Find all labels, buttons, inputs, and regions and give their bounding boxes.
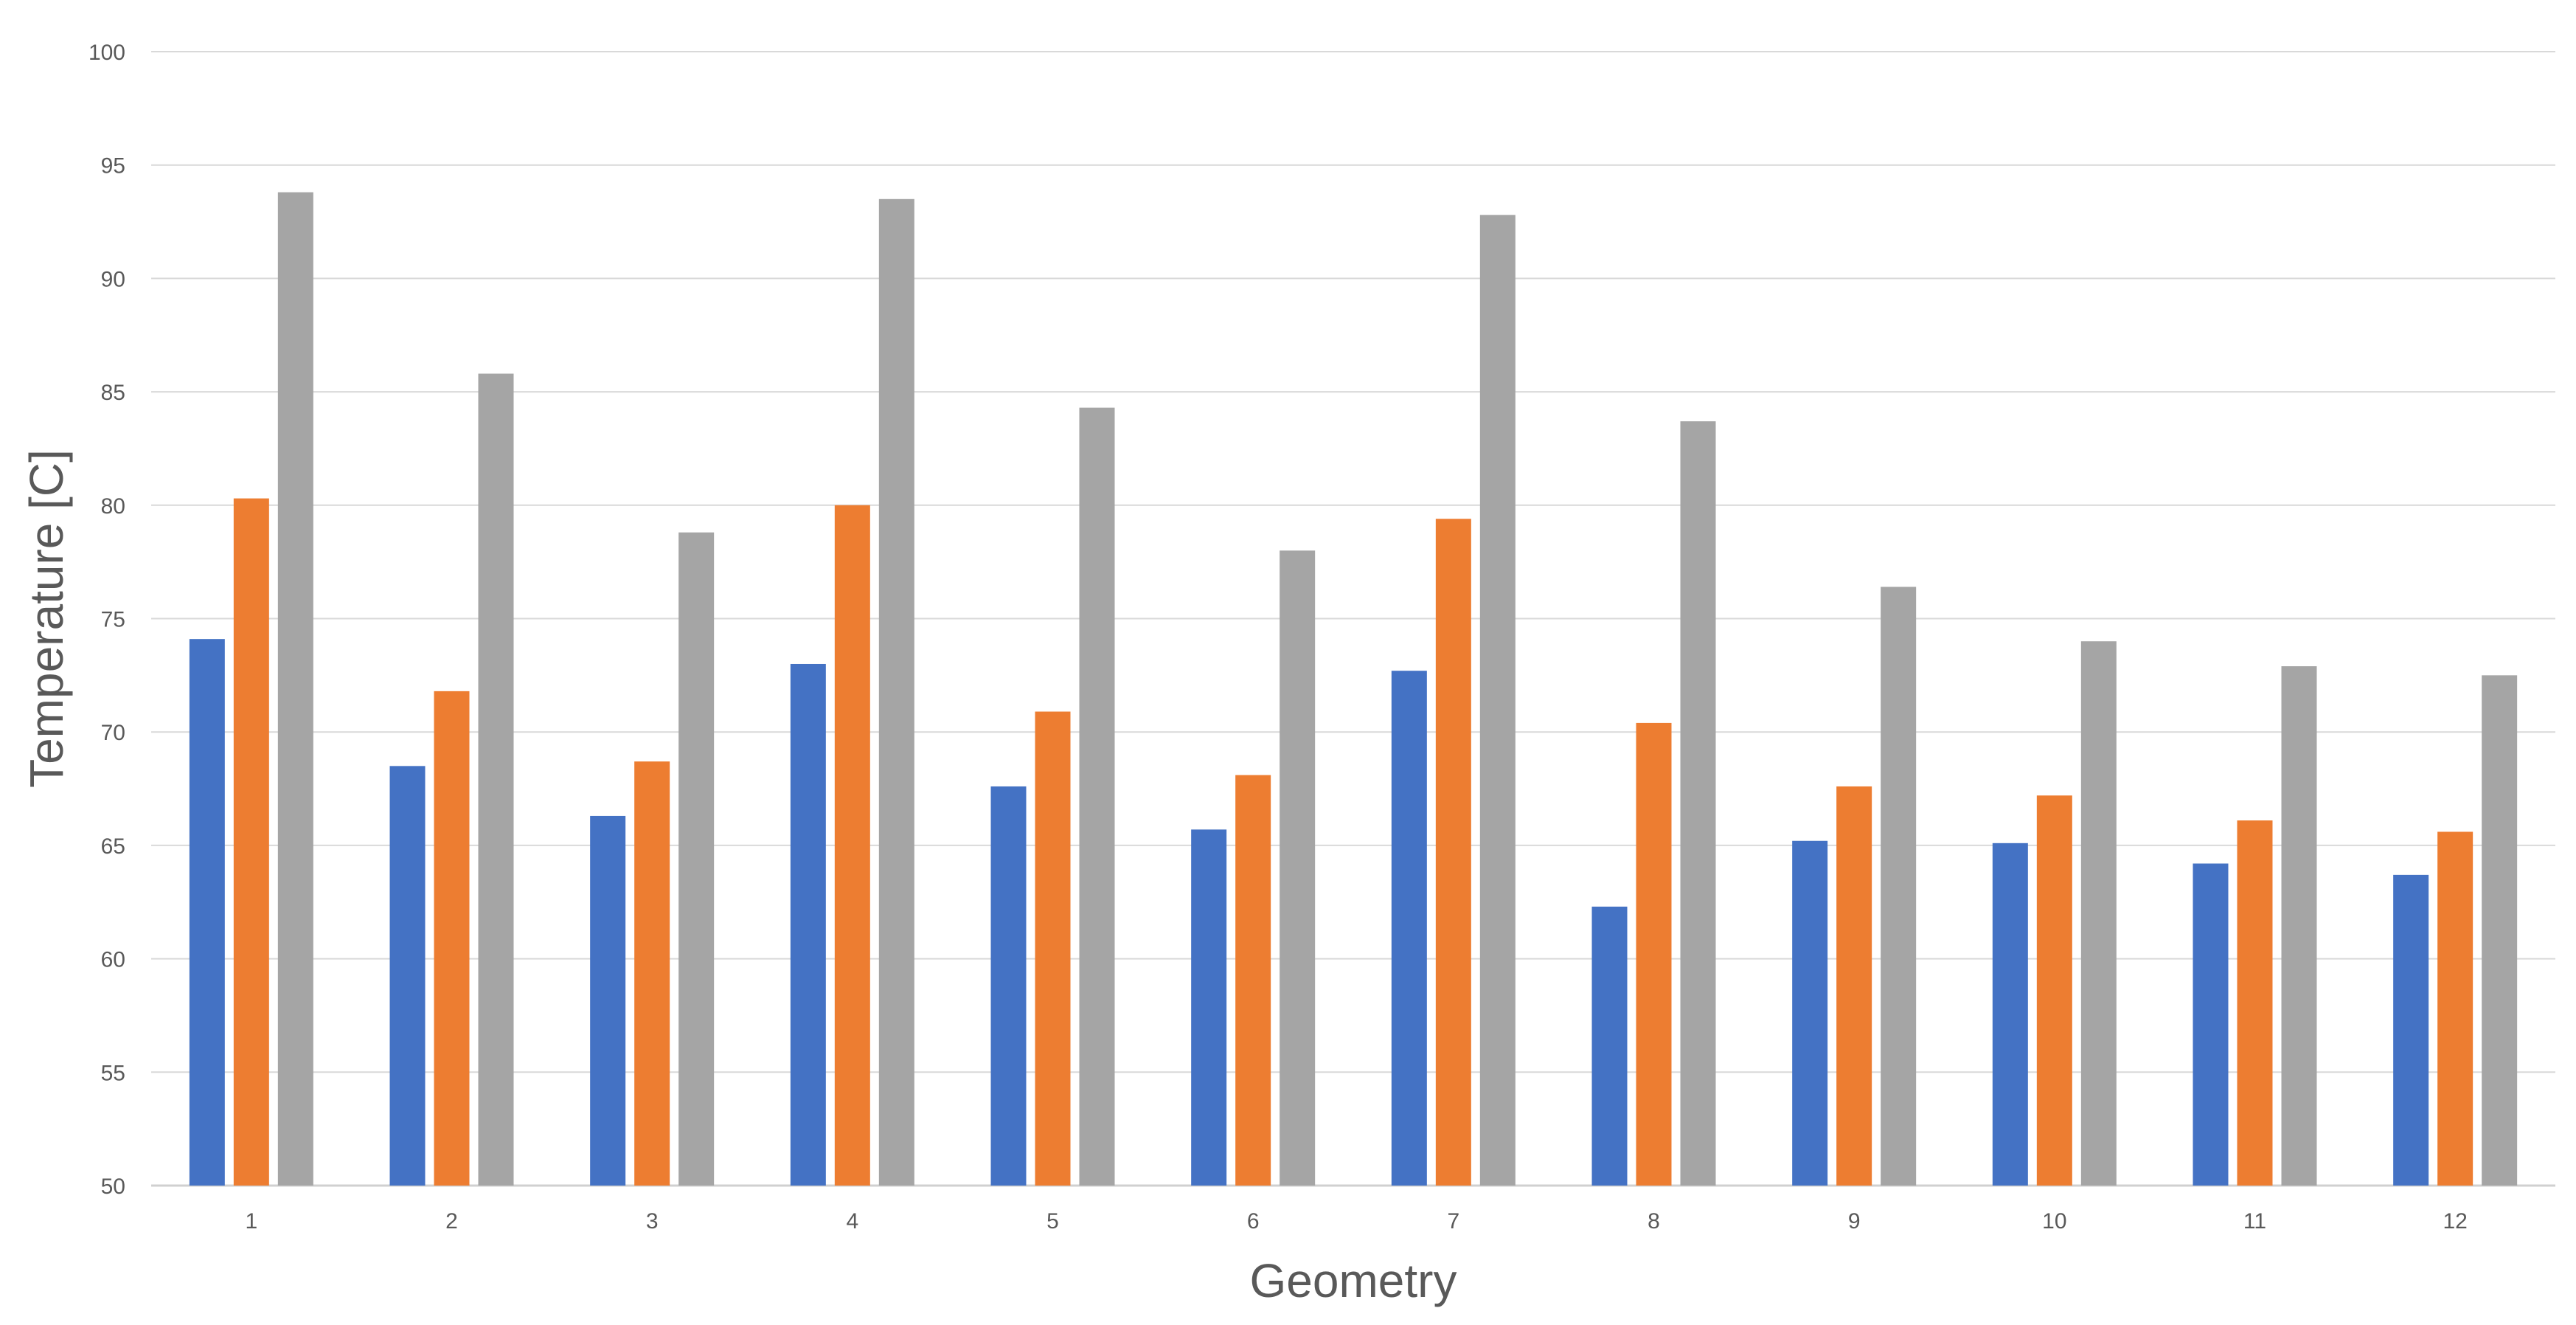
y-tick-label: 75 — [101, 608, 125, 632]
x-tick-label: 6 — [1247, 1209, 1260, 1234]
bar-series-1-geometry-6 — [1191, 829, 1227, 1186]
bar-series-2-geometry-6 — [1235, 775, 1271, 1186]
x-tick-label: 9 — [1848, 1209, 1861, 1234]
y-tick-label: 55 — [101, 1061, 125, 1085]
x-tick-label: 7 — [1447, 1209, 1459, 1234]
gridlines — [151, 51, 2555, 1187]
x-tick-label: 4 — [846, 1209, 858, 1234]
bar-series-3-geometry-8 — [1680, 421, 1716, 1186]
bars — [189, 192, 2518, 1186]
x-axis-title: Geometry — [1250, 1254, 1457, 1307]
bar-series-2-geometry-4 — [834, 505, 870, 1186]
bar-series-2-geometry-3 — [634, 761, 670, 1186]
bar-series-2-geometry-1 — [233, 498, 269, 1186]
y-tick-label: 65 — [101, 834, 125, 859]
bar-series-3-geometry-7 — [1479, 215, 1516, 1186]
y-axis-tick-labels: 50 55 60 65 70 75 80 85 90 95 100 — [88, 41, 125, 1199]
bar-series-3-geometry-6 — [1280, 550, 1316, 1186]
bar-series-1-geometry-2 — [389, 766, 426, 1186]
bar-series-2-geometry-8 — [1636, 722, 1672, 1186]
bar-series-3-geometry-10 — [2080, 641, 2117, 1186]
bar-series-2-geometry-2 — [434, 691, 470, 1186]
bar-series-2-geometry-12 — [2437, 831, 2473, 1186]
bar-series-3-geometry-5 — [1079, 407, 1115, 1186]
y-tick-label: 70 — [101, 721, 125, 745]
bar-series-1-geometry-5 — [990, 786, 1027, 1186]
bar-series-2-geometry-10 — [2036, 795, 2072, 1186]
bar-series-3-geometry-9 — [1881, 587, 1917, 1186]
x-tick-label: 2 — [445, 1209, 458, 1234]
bar-series-1-geometry-11 — [2193, 863, 2229, 1186]
y-tick-label: 90 — [101, 267, 125, 291]
bar-series-1-geometry-9 — [1792, 840, 1828, 1186]
x-tick-label: 1 — [245, 1209, 257, 1234]
bar-series-3-geometry-3 — [678, 532, 715, 1186]
bar-series-3-geometry-2 — [478, 373, 514, 1186]
x-tick-label: 11 — [2243, 1209, 2266, 1234]
bar-series-1-geometry-7 — [1391, 671, 1427, 1186]
bar-series-2-geometry-11 — [2237, 820, 2273, 1186]
bar-series-1-geometry-10 — [1992, 843, 2028, 1186]
x-tick-label: 8 — [1648, 1209, 1660, 1234]
bar-series-1-geometry-1 — [189, 639, 225, 1186]
x-axis-tick-labels: 1 2 3 4 5 6 7 8 9 10 11 12 — [245, 1209, 2467, 1234]
y-tick-label: 60 — [101, 948, 125, 972]
bar-series-3-geometry-11 — [2281, 666, 2317, 1186]
bar-series-3-geometry-1 — [277, 192, 313, 1186]
y-tick-label: 80 — [101, 494, 125, 519]
y-tick-label: 95 — [101, 154, 125, 179]
y-tick-label: 100 — [88, 41, 125, 65]
y-axis-title: Temperature [C] — [20, 449, 73, 788]
bar-series-2-geometry-7 — [1435, 519, 1471, 1186]
bar-series-1-geometry-3 — [590, 815, 626, 1186]
bar-series-1-geometry-12 — [2393, 874, 2429, 1186]
bar-series-1-geometry-8 — [1591, 906, 1628, 1186]
bar-series-2-geometry-5 — [1035, 711, 1071, 1186]
y-tick-label: 50 — [101, 1174, 125, 1199]
bar-series-1-geometry-4 — [790, 663, 826, 1186]
y-tick-label: 85 — [101, 381, 125, 405]
bar-series-3-geometry-12 — [2482, 675, 2518, 1186]
x-tick-label: 12 — [2443, 1209, 2467, 1234]
x-tick-label: 3 — [646, 1209, 659, 1234]
x-tick-label: 5 — [1046, 1209, 1059, 1234]
bar-series-3-geometry-4 — [878, 198, 914, 1186]
x-tick-label: 10 — [2042, 1209, 2066, 1234]
bar-series-2-geometry-9 — [1836, 786, 1872, 1186]
